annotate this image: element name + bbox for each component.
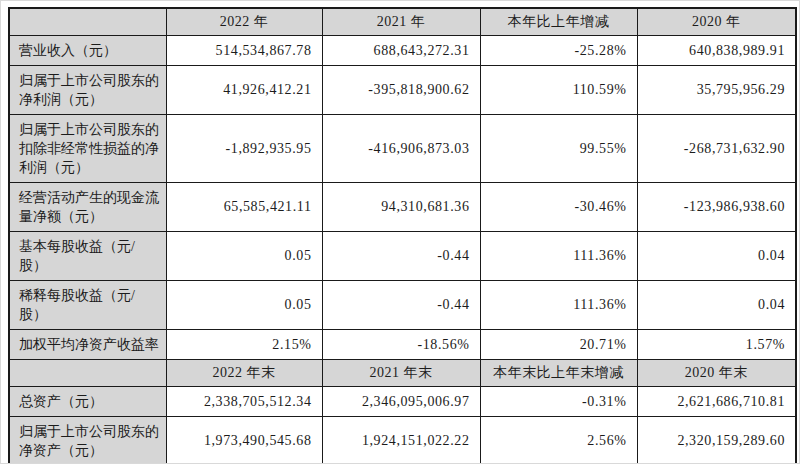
header-row-year-end: 2022 年末 2021 年末 本年末比上年末增减 2020 年末 <box>9 359 796 386</box>
row-label-cell: 稀释每股收益（元/股） <box>9 280 166 329</box>
value-cell-2022: 2,338,705,512.34 <box>166 386 322 416</box>
value-cell-2021: -0.44 <box>322 231 480 280</box>
header-cell-2020: 2020 年 <box>637 8 796 35</box>
value-cell-2021: -395,818,900.62 <box>322 65 480 114</box>
value-cell-2020: 1.57% <box>637 329 796 359</box>
value-cell-2020: 0.04 <box>637 231 796 280</box>
table-row-operating-cash-flow: 经营活动产生的现金流量净额（元） 65,585,421.11 94,310,68… <box>9 182 796 231</box>
header-cell-yoy-change: 本年比上年增减 <box>480 8 637 35</box>
header-cell-year-end-change: 本年末比上年末增减 <box>480 359 637 386</box>
value-cell-2021: -416,906,873.03 <box>322 114 480 182</box>
value-cell-change: -25.28% <box>480 35 637 65</box>
value-cell-2022: -1,892,935.95 <box>166 114 322 182</box>
header-cell-2022: 2022 年 <box>166 8 322 35</box>
value-cell-2022: 0.05 <box>166 231 322 280</box>
value-cell-2020: 2,621,686,710.81 <box>637 386 796 416</box>
value-cell-change: 111.36% <box>480 280 637 329</box>
value-cell-change: 20.71% <box>480 329 637 359</box>
value-cell-change: -0.31% <box>480 386 637 416</box>
row-label-cell: 基本每股收益（元/股） <box>9 231 166 280</box>
value-cell-2020: 0.04 <box>637 280 796 329</box>
value-cell-change: 111.36% <box>480 231 637 280</box>
value-cell-2022: 65,585,421.11 <box>166 182 322 231</box>
row-label-cell: 经营活动产生的现金流量净额（元） <box>9 182 166 231</box>
value-cell-2021: -18.56% <box>322 329 480 359</box>
header-cell-2020-end: 2020 年末 <box>637 359 796 386</box>
value-cell-change: 110.59% <box>480 65 637 114</box>
header-cell-2022-end: 2022 年末 <box>166 359 322 386</box>
value-cell-2022: 0.05 <box>166 280 322 329</box>
value-cell-2021: 1,924,151,022.22 <box>322 416 480 464</box>
header-cell-blank <box>9 8 166 35</box>
value-cell-2020: 640,838,989.91 <box>637 35 796 65</box>
value-cell-2022: 1,973,490,545.68 <box>166 416 322 464</box>
table-row-net-assets: 归属于上市公司股东的净资产（元） 1,973,490,545.68 1,924,… <box>9 416 796 464</box>
table-row-diluted-eps: 稀释每股收益（元/股） 0.05 -0.44 111.36% 0.04 <box>9 280 796 329</box>
value-cell-change: 99.55% <box>480 114 637 182</box>
value-cell-change: -30.46% <box>480 182 637 231</box>
header-cell-2021: 2021 年 <box>322 8 480 35</box>
value-cell-2021: 2,346,095,006.97 <box>322 386 480 416</box>
value-cell-2020: 2,320,159,289.60 <box>637 416 796 464</box>
value-cell-2022: 514,534,867.78 <box>166 35 322 65</box>
table-row-revenue: 营业收入（元） 514,534,867.78 688,643,272.31 -2… <box>9 35 796 65</box>
table-row-weighted-roe: 加权平均净资产收益率 2.15% -18.56% 20.71% 1.57% <box>9 329 796 359</box>
value-cell-2021: -0.44 <box>322 280 480 329</box>
report-page: { "colors": { "header_bg": "#d6d6d6", "g… <box>0 0 800 464</box>
row-label-cell: 归属于上市公司股东的扣除非经常性损益的净利润（元） <box>9 114 166 182</box>
table-row-basic-eps: 基本每股收益（元/股） 0.05 -0.44 111.36% 0.04 <box>9 231 796 280</box>
value-cell-2022: 2.15% <box>166 329 322 359</box>
value-cell-change: 2.56% <box>480 416 637 464</box>
financial-summary-table-container: 2022 年 2021 年 本年比上年增减 2020 年 营业收入（元） 514… <box>8 7 797 464</box>
row-label-cell: 总资产（元） <box>9 386 166 416</box>
value-cell-2021: 94,310,681.36 <box>322 182 480 231</box>
financial-summary-table: 2022 年 2021 年 本年比上年增减 2020 年 营业收入（元） 514… <box>8 7 797 464</box>
value-cell-2022: 41,926,412.21 <box>166 65 322 114</box>
row-label-cell: 加权平均净资产收益率 <box>9 329 166 359</box>
value-cell-2020: -268,731,632.90 <box>637 114 796 182</box>
row-label-cell: 归属于上市公司股东的净利润（元） <box>9 65 166 114</box>
value-cell-2020: -123,986,938.60 <box>637 182 796 231</box>
header-cell-2021-end: 2021 年末 <box>322 359 480 386</box>
table-row-deducted-net-profit: 归属于上市公司股东的扣除非经常性损益的净利润（元） -1,892,935.95 … <box>9 114 796 182</box>
value-cell-2021: 688,643,272.31 <box>322 35 480 65</box>
table-row-total-assets: 总资产（元） 2,338,705,512.34 2,346,095,006.97… <box>9 386 796 416</box>
row-label-cell: 归属于上市公司股东的净资产（元） <box>9 416 166 464</box>
header-row-annual: 2022 年 2021 年 本年比上年增减 2020 年 <box>9 8 796 35</box>
row-label-cell: 营业收入（元） <box>9 35 166 65</box>
value-cell-2020: 35,795,956.29 <box>637 65 796 114</box>
table-row-net-profit: 归属于上市公司股东的净利润（元） 41,926,412.21 -395,818,… <box>9 65 796 114</box>
header-cell-blank <box>9 359 166 386</box>
